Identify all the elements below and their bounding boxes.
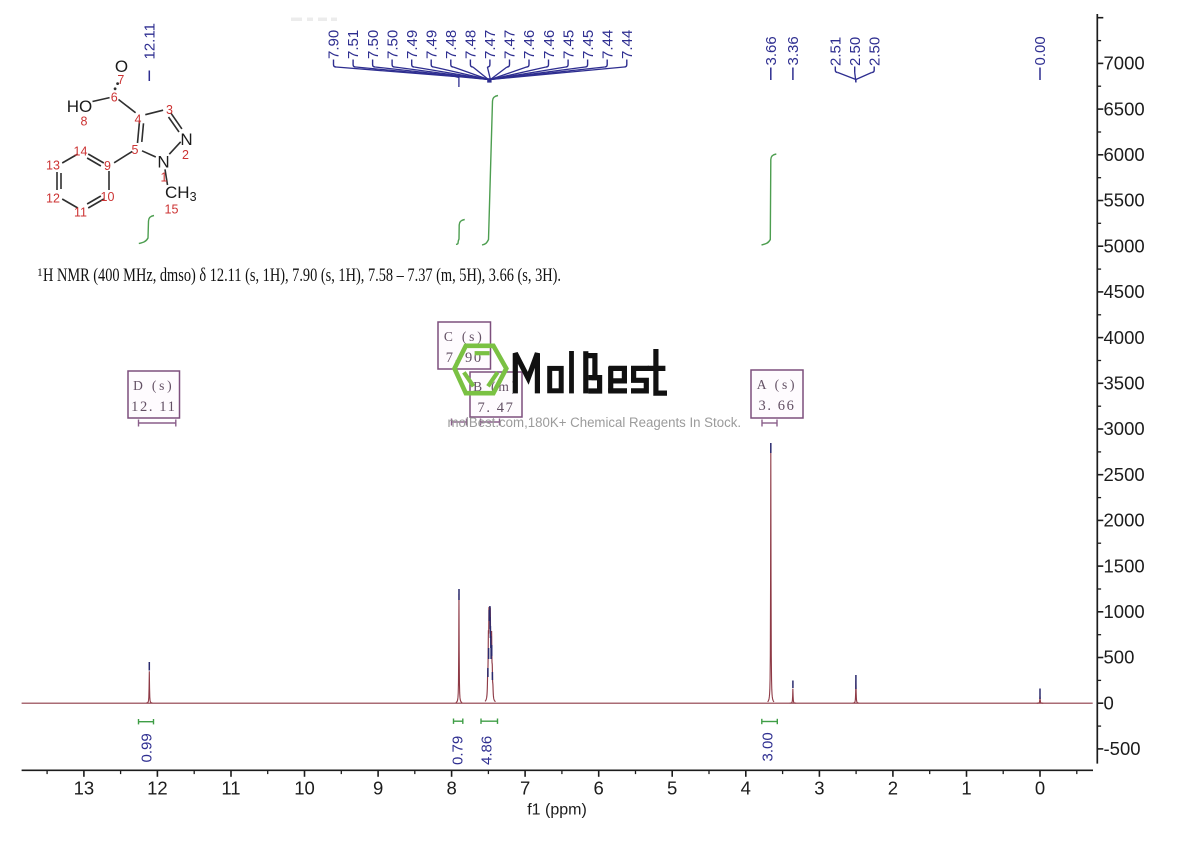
svg-text:7.45: 7.45 — [580, 30, 597, 59]
svg-text:H NMR (400 MHz, dmso) δ 12.11: H NMR (400 MHz, dmso) δ 12.11 (s, 1H), 7… — [43, 265, 561, 286]
svg-text:N: N — [157, 153, 169, 172]
svg-text:12. 11: 12. 11 — [131, 399, 176, 415]
svg-text:10: 10 — [294, 778, 315, 799]
svg-text:7. 90: 7. 90 — [446, 350, 483, 366]
svg-text:2: 2 — [182, 148, 189, 162]
svg-text:13: 13 — [46, 159, 60, 173]
svg-text:7.44: 7.44 — [619, 30, 636, 59]
svg-text:0: 0 — [1104, 692, 1114, 713]
svg-text:1: 1 — [37, 267, 43, 279]
svg-text:5500: 5500 — [1104, 190, 1145, 211]
svg-text:3: 3 — [166, 103, 173, 117]
svg-text:6000: 6000 — [1104, 144, 1145, 165]
svg-text:3.66: 3.66 — [763, 36, 780, 65]
svg-text:5: 5 — [132, 143, 139, 157]
svg-text:12.11: 12.11 — [142, 23, 159, 59]
svg-text:7: 7 — [117, 73, 124, 87]
svg-text:N: N — [180, 130, 192, 149]
svg-text:1: 1 — [961, 778, 971, 799]
svg-text:0.99: 0.99 — [138, 733, 155, 762]
svg-text:1: 1 — [161, 171, 168, 185]
svg-text:8: 8 — [446, 778, 456, 799]
svg-text:-500: -500 — [1104, 738, 1141, 759]
svg-text:1000: 1000 — [1104, 601, 1145, 622]
svg-text:7.48: 7.48 — [463, 30, 480, 59]
svg-text:9: 9 — [373, 778, 383, 799]
svg-text:7.50: 7.50 — [365, 30, 382, 59]
svg-text:6500: 6500 — [1104, 98, 1145, 119]
svg-text:O: O — [115, 57, 128, 76]
svg-text:7: 7 — [520, 778, 530, 799]
svg-text:2000: 2000 — [1104, 510, 1145, 531]
svg-text:4: 4 — [741, 778, 751, 799]
svg-text:0.79: 0.79 — [450, 736, 467, 765]
svg-text:HO: HO — [67, 97, 93, 116]
svg-text:7. 47: 7. 47 — [478, 400, 515, 416]
svg-text:11: 11 — [74, 206, 87, 220]
svg-text:A (s): A (s) — [757, 377, 798, 392]
svg-text:3500: 3500 — [1104, 373, 1145, 394]
svg-text:2: 2 — [888, 778, 898, 799]
svg-text:4.86: 4.86 — [479, 736, 496, 765]
svg-text:f1 (ppm): f1 (ppm) — [527, 802, 587, 819]
svg-text:2.50: 2.50 — [847, 37, 864, 66]
svg-text:7.46: 7.46 — [541, 30, 558, 59]
svg-text:7.45: 7.45 — [560, 30, 577, 59]
svg-text:3. 66: 3. 66 — [759, 398, 796, 414]
svg-text:7.49: 7.49 — [423, 30, 440, 59]
svg-text:4: 4 — [135, 113, 142, 127]
svg-text:500: 500 — [1104, 647, 1135, 668]
svg-text:3: 3 — [814, 778, 824, 799]
svg-text:4500: 4500 — [1104, 281, 1145, 302]
svg-text:3.00: 3.00 — [760, 732, 777, 761]
svg-text:7.47: 7.47 — [482, 30, 499, 59]
svg-text:C (s): C (s) — [444, 329, 485, 344]
svg-text:12: 12 — [147, 778, 168, 799]
svg-text:0: 0 — [1035, 778, 1045, 799]
svg-text:12: 12 — [46, 192, 60, 206]
svg-text:9: 9 — [104, 159, 111, 173]
svg-text:13: 13 — [74, 778, 95, 799]
svg-text:molBest.com,180K+ Chemical Rea: molBest.com,180K+ Chemical Reagents In S… — [448, 415, 742, 431]
svg-text:2500: 2500 — [1104, 464, 1145, 485]
svg-text:11: 11 — [221, 778, 240, 799]
svg-text:7.90: 7.90 — [326, 30, 343, 59]
svg-text:5: 5 — [667, 778, 677, 799]
svg-text:8: 8 — [81, 115, 88, 129]
svg-text:5000: 5000 — [1104, 235, 1145, 256]
svg-text:4000: 4000 — [1104, 327, 1145, 348]
svg-text:7.46: 7.46 — [521, 30, 538, 59]
svg-text:15: 15 — [165, 203, 179, 217]
svg-text:7.47: 7.47 — [502, 30, 519, 59]
svg-text:7.51: 7.51 — [345, 30, 362, 59]
svg-text:7.50: 7.50 — [384, 30, 401, 59]
svg-text:0.00: 0.00 — [1032, 36, 1049, 65]
svg-text:CH3: CH3 — [165, 183, 197, 204]
svg-text:2.51: 2.51 — [828, 37, 845, 66]
svg-text:1500: 1500 — [1104, 555, 1145, 576]
svg-text:3.36: 3.36 — [785, 36, 802, 65]
svg-text:10: 10 — [101, 190, 115, 204]
svg-text:6: 6 — [111, 91, 118, 105]
svg-text:D (s): D (s) — [133, 378, 174, 393]
svg-text:2.50: 2.50 — [866, 37, 883, 66]
svg-text:6: 6 — [594, 778, 604, 799]
svg-text:7.44: 7.44 — [599, 30, 616, 59]
svg-text:7.48: 7.48 — [443, 30, 460, 59]
svg-text:7.49: 7.49 — [404, 30, 421, 59]
svg-text:3000: 3000 — [1104, 418, 1145, 439]
svg-text:14: 14 — [74, 145, 88, 159]
svg-text:7000: 7000 — [1104, 53, 1145, 74]
